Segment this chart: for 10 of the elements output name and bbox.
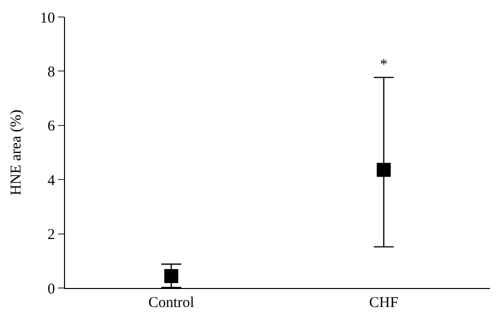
y-tick-label: 2	[48, 227, 55, 244]
annotation: *	[380, 57, 388, 73]
y-tick-label: 10	[40, 10, 55, 26]
y-tick-label: 4	[48, 172, 56, 189]
y-tick-label: 8	[48, 64, 55, 80]
y-axis-title: HNE area (%)	[8, 110, 24, 196]
y-tick-label: 6	[48, 118, 56, 135]
x-tick-label: Control	[148, 295, 194, 311]
y-tick-label: 0	[48, 281, 55, 298]
x-tick-label: CHF	[369, 295, 398, 311]
